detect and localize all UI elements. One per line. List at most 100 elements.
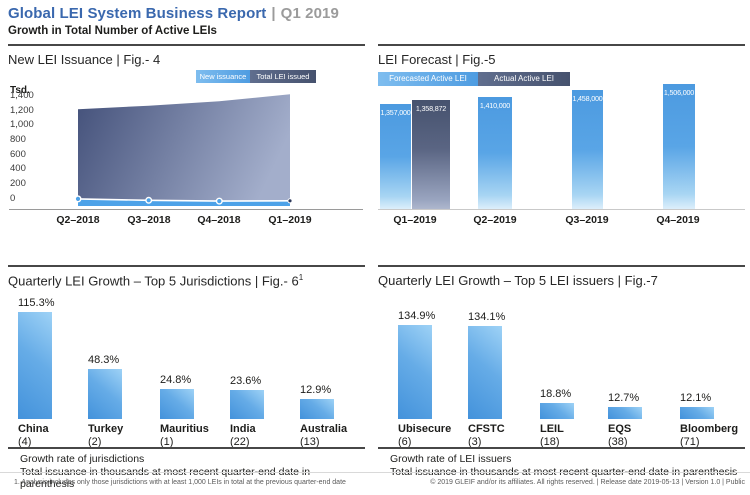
forecast-bar-q2-2019: 1,410,000 bbox=[478, 96, 512, 209]
issuer-label-eqs: EQS bbox=[608, 423, 632, 435]
new-issuance-line bbox=[77, 198, 291, 202]
issuer-bar-cfstc bbox=[468, 325, 502, 419]
legend-total-lei-issued: Total LEI issued bbox=[250, 70, 316, 83]
fig4-ytick-0: 0 bbox=[10, 193, 16, 204]
jurisdiction-label-india: India bbox=[230, 423, 256, 435]
footer-divider bbox=[0, 472, 750, 473]
top5-jurisdictions-panel: Quarterly LEI Growth – Top 5 Jurisdictio… bbox=[8, 265, 365, 490]
issuer-sublabel-bloomberg: (71) bbox=[680, 436, 700, 448]
fig6-title: Quarterly LEI Growth – Top 5 Jurisdictio… bbox=[8, 273, 303, 288]
actual-value-q1-2019: 1,358,872 bbox=[415, 103, 447, 113]
issuer-bar-eqs bbox=[608, 406, 642, 419]
fig4-legend: New issuance Total LEI issued bbox=[196, 70, 316, 83]
fig4-ytick-1000: 1,000 bbox=[10, 119, 34, 130]
jurisdiction-label-australia: Australia bbox=[300, 423, 348, 435]
forecast-bar-q4-2019: 1,506,000 bbox=[663, 84, 695, 209]
jurisdiction-pct-australia: 12.9% bbox=[300, 384, 332, 396]
fig5-xlabel-q4-2019: Q4–2019 bbox=[656, 214, 700, 226]
report-title-row: Global LEI System Business Report | Q1 201… bbox=[8, 5, 339, 22]
legend-actual-active-lei: Actual Active LEI bbox=[478, 72, 570, 86]
footer-copyright: © 2019 GLEIF and/or its affiliates. All … bbox=[430, 479, 745, 486]
fig4-xlabel-q4-2018: Q4–2018 bbox=[197, 214, 241, 226]
issuer-label-bloomberg: Bloomberg bbox=[680, 423, 739, 435]
jurisdiction-sublabel-china: (4) bbox=[18, 436, 32, 448]
issuer-pct-leil: 18.8% bbox=[540, 387, 572, 400]
fig5-title: LEI Forecast | Fig.-5 bbox=[378, 52, 496, 67]
lei-forecast-panel: LEI Forecast | Fig.-5 Forecasted Active … bbox=[378, 44, 745, 246]
fig4-title: New LEI Issuance | Fig.- 4 bbox=[8, 52, 161, 67]
fig4-x-axis bbox=[9, 209, 363, 210]
fig6-footnote-marker: 1 bbox=[298, 273, 304, 282]
marker-q3-2018 bbox=[145, 196, 153, 204]
issuer-pct-ubisecure: 134.9% bbox=[398, 310, 436, 322]
total-lei-issued-area bbox=[78, 94, 290, 206]
fig7-divider bbox=[378, 447, 745, 449]
new-lei-issuance-panel: New LEI Issuance | Fig.- 4 New issuance … bbox=[8, 44, 365, 246]
fig6-title-text: Quarterly LEI Growth – Top 5 Jurisdictio… bbox=[8, 273, 299, 289]
issuer-pct-bloomberg: 12.1% bbox=[680, 392, 712, 404]
jurisdiction-label-mauritius: Mauritius bbox=[160, 423, 209, 435]
forecast-value-q3-2019: 1,458,000 bbox=[572, 94, 603, 104]
issuer-sublabel-leil: (18) bbox=[540, 436, 560, 448]
jurisdiction-bar-australia bbox=[300, 399, 334, 419]
jurisdiction-pct-india: 23.6% bbox=[230, 374, 262, 387]
jurisdiction-bar-mauritius bbox=[160, 388, 194, 419]
forecast-bar-q1-2019: 1,357,000 bbox=[380, 104, 411, 209]
legend-forecasted-active-lei: Forecasted Active LEI bbox=[378, 72, 478, 86]
jurisdiction-label-china: China bbox=[18, 423, 49, 435]
issuer-bar-leil bbox=[540, 402, 574, 419]
issuer-label-cfstc: CFSTC bbox=[468, 423, 505, 435]
issuer-pct-eqs: 12.7% bbox=[608, 391, 640, 404]
marker-q4-2018 bbox=[215, 197, 223, 205]
issuer-pct-cfstc: 134.1% bbox=[468, 310, 506, 323]
report-subtitle: Growth in Total Number of Active LEIs bbox=[8, 25, 217, 37]
title-separator: | bbox=[271, 5, 276, 22]
marker-q2-2018 bbox=[74, 195, 82, 203]
issuer-bar-bloomberg bbox=[680, 407, 714, 419]
fig7-title: Quarterly LEI Growth – Top 5 LEI issuers… bbox=[378, 273, 658, 288]
jurisdiction-bar-turkey bbox=[88, 368, 122, 419]
report-period: Q1 2019 bbox=[280, 5, 339, 22]
fig5-legend: Forecasted Active LEI Actual Active LEI bbox=[378, 72, 570, 86]
fig4-xlabel-q1-2019: Q1–2019 bbox=[268, 214, 312, 226]
fig4-ytick-1400: 1,400 bbox=[10, 90, 34, 101]
jurisdiction-sublabel-turkey: (2) bbox=[88, 436, 102, 448]
issuance-area-chart bbox=[74, 94, 293, 206]
issuer-sublabel-ubisecure: (6) bbox=[398, 436, 412, 448]
legend-new-issuance: New issuance bbox=[196, 70, 250, 83]
footer-footnote: 1. Analysis includes only those jurisdic… bbox=[14, 479, 346, 486]
fig4-ytick-200: 200 bbox=[10, 178, 26, 189]
fig4-ytick-800: 800 bbox=[10, 134, 26, 145]
jurisdiction-bars: 115.3% China (4) 48.3% Turkey (2) 24.8% Mauriti… bbox=[8, 267, 365, 472]
fig7-caption-1: Growth rate of LEI issuers bbox=[390, 453, 512, 465]
forecast-value-q2-2019: 1,410,000 bbox=[479, 100, 511, 110]
fig6-divider bbox=[8, 447, 365, 449]
issuer-bar-ubisecure bbox=[398, 325, 432, 419]
jurisdiction-sublabel-mauritius: (1) bbox=[160, 436, 174, 448]
fig4-ytick-600: 600 bbox=[10, 149, 26, 160]
fig4-xlabel-q2-2018: Q2–2018 bbox=[56, 214, 100, 226]
forecast-value-q1-2019: 1,357,000 bbox=[380, 108, 411, 117]
fig4-unit-label: Tsd. bbox=[10, 85, 30, 96]
fig5-xlabel-q2-2019: Q2–2019 bbox=[473, 214, 517, 226]
fig4-xlabel-q3-2018: Q3–2018 bbox=[127, 214, 171, 226]
jurisdiction-label-turkey: Turkey bbox=[88, 423, 124, 435]
top5-issuers-panel: Quarterly LEI Growth – Top 5 LEI issuers… bbox=[378, 265, 745, 478]
jurisdiction-pct-turkey: 48.3% bbox=[88, 353, 120, 366]
jurisdiction-sublabel-india: (22) bbox=[230, 436, 250, 448]
issuer-sublabel-eqs: (38) bbox=[608, 436, 628, 448]
jurisdiction-bar-china bbox=[18, 312, 52, 419]
fig4-ytick-1200: 1,200 bbox=[10, 105, 34, 116]
new-issuance-markers bbox=[74, 195, 293, 205]
forecast-bar-q3-2019: 1,458,000 bbox=[572, 90, 603, 209]
issuer-bars: 134.9% Ubisecure (6) 134.1% CFSTC (3) 18.8% LEI… bbox=[378, 267, 745, 472]
fig6-caption-2: Total issuance in thousands at most rece… bbox=[20, 466, 311, 490]
issuer-label-ubisecure: Ubisecure bbox=[398, 423, 452, 435]
fig6-caption-1: Growth rate of jurisdictions bbox=[20, 453, 145, 465]
marker-q1-2019 bbox=[287, 198, 293, 204]
actual-bar-q1-2019: 1,358,872 bbox=[412, 99, 450, 209]
fig5-xlabel-q3-2019: Q3–2019 bbox=[565, 214, 609, 226]
fig5-x-axis bbox=[378, 209, 745, 210]
jurisdiction-pct-mauritius: 24.8% bbox=[160, 373, 192, 386]
